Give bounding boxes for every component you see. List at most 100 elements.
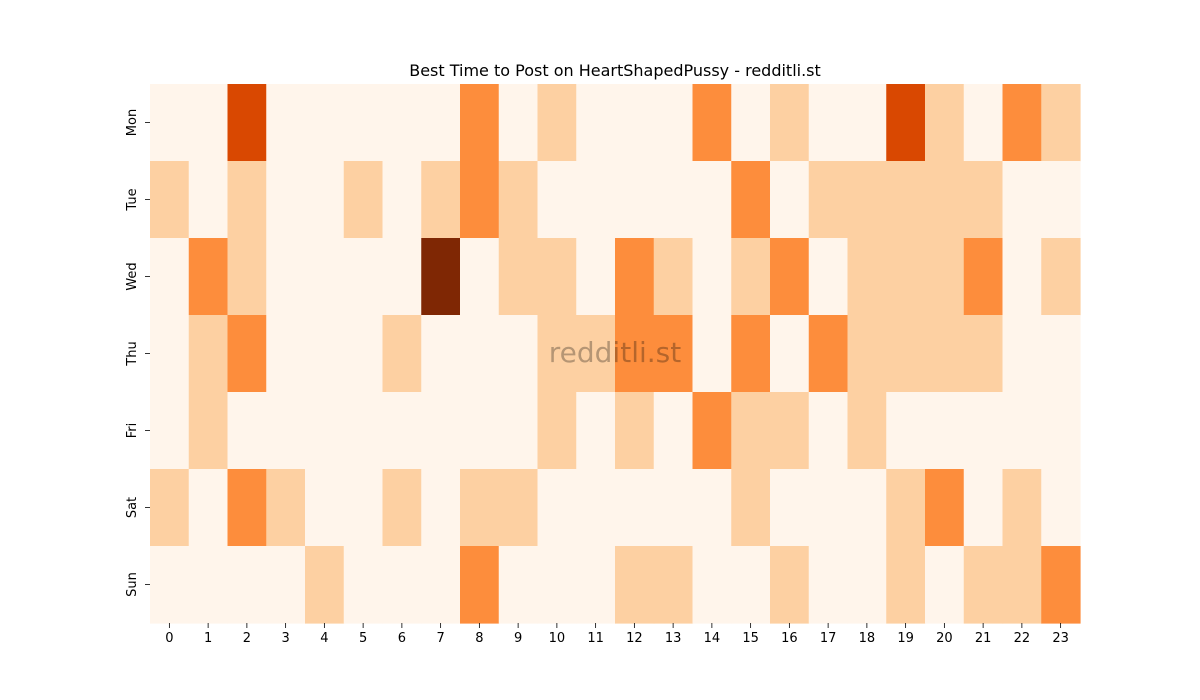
heatmap-cell [266, 315, 306, 393]
heatmap-cell [266, 84, 306, 162]
heatmap-cell [227, 238, 267, 316]
y-tick-label: Fri [125, 423, 140, 439]
x-tick-label: 21 [975, 631, 992, 646]
y-axis: Mon Tue Wed Thu Fri Sat Sun [125, 109, 150, 597]
heatmap-cell [227, 161, 267, 239]
heatmap-cell [421, 315, 461, 393]
heatmap-cell [770, 469, 810, 547]
heatmap-cell [1002, 238, 1042, 316]
heatmap-cell [227, 84, 267, 162]
x-tick-label: 12 [626, 631, 643, 646]
heatmap-cell [653, 392, 694, 470]
heatmap-cell [498, 84, 539, 162]
heatmap-cell [266, 469, 306, 547]
heatmap-cell [615, 392, 655, 470]
heatmap-cell [343, 469, 384, 547]
heatmap-cell [537, 469, 577, 547]
heatmap-cell [305, 161, 345, 239]
heatmap-cell [576, 392, 616, 470]
heatmap-cell [963, 161, 1004, 239]
heatmap-cell [421, 392, 461, 470]
x-tick-label: 11 [587, 631, 604, 646]
x-axis: 0 1 2 3 4 5 6 7 8 9 10 11 12 13 14 15 16 17 18 19 20 21 22 23 [165, 623, 1069, 646]
heatmap-cell [460, 315, 500, 393]
heatmap-cell [770, 238, 810, 316]
heatmap-cell [460, 238, 500, 316]
x-tick-label: 13 [665, 631, 682, 646]
x-tick-label: 19 [897, 631, 914, 646]
heatmap-cell [460, 161, 500, 239]
heatmap-cell [382, 84, 422, 162]
heatmap-cell [963, 392, 1004, 470]
heatmap-cell [343, 238, 384, 316]
heatmap-cell [886, 469, 926, 547]
x-tick-label: 6 [398, 631, 406, 646]
heatmap-cell [150, 161, 190, 239]
heatmap-cell [653, 84, 694, 162]
x-tick-label: 16 [781, 631, 798, 646]
x-tick-label: 20 [936, 631, 953, 646]
heatmap-cell [150, 84, 190, 162]
x-tick-label: 0 [165, 631, 173, 646]
heatmap-cell [1002, 315, 1042, 393]
heatmap-cell [653, 469, 694, 547]
heatmap-cell [770, 315, 810, 393]
heatmap-cell [305, 84, 345, 162]
heatmap-cell [615, 161, 655, 239]
heatmap-cell [847, 469, 887, 547]
chart-title: Best Time to Post on HeartShapedPussy - … [409, 61, 821, 80]
heatmap-cell [188, 469, 229, 547]
heatmap-cell [731, 238, 771, 316]
heatmap-cell [731, 546, 771, 624]
heatmap-cell [1002, 84, 1042, 162]
heatmap-cell [925, 392, 965, 470]
heatmap-cell [1041, 546, 1081, 624]
heatmap-cell [460, 469, 500, 547]
heatmap-cell [266, 392, 306, 470]
heatmap-cell [305, 546, 345, 624]
heatmap-cell [227, 392, 267, 470]
x-tick-label: 14 [704, 631, 721, 646]
heatmap-cell [382, 469, 422, 547]
heatmap-cell [227, 469, 267, 547]
heatmap-cell [1041, 392, 1081, 470]
heatmap-cell [615, 315, 655, 393]
heatmap-cell [382, 392, 422, 470]
heatmap-cell [343, 392, 384, 470]
heatmap-cell [963, 84, 1004, 162]
heatmap-cell [963, 546, 1004, 624]
y-tick-label: Thu [125, 341, 140, 366]
heatmap-cell [382, 161, 422, 239]
x-tick-label: 8 [475, 631, 483, 646]
heatmap-cell [770, 161, 810, 239]
heatmap-cell [576, 546, 616, 624]
heatmap-cell [537, 84, 577, 162]
heatmap-cell [227, 546, 267, 624]
heatmap-cell [925, 469, 965, 547]
heatmap-cell [886, 238, 926, 316]
heatmap-cell [925, 84, 965, 162]
heatmap-cell [498, 392, 539, 470]
heatmap-cell [576, 469, 616, 547]
x-tick-label: 2 [243, 631, 251, 646]
heatmap-cell [808, 238, 849, 316]
heatmap-cell [847, 546, 887, 624]
heatmap-cell [692, 84, 732, 162]
heatmap-cell [692, 546, 732, 624]
heatmap-cell [1041, 238, 1081, 316]
heatmap-cell [537, 315, 577, 393]
heatmap-cell [886, 546, 926, 624]
heatmap-cell [266, 546, 306, 624]
heatmap-cell [188, 546, 229, 624]
heatmap-cell [188, 315, 229, 393]
heatmap-cell [498, 161, 539, 239]
heatmap-cell [808, 392, 849, 470]
heatmap-cell [150, 392, 190, 470]
heatmap-cell [537, 392, 577, 470]
heatmap-cell [847, 161, 887, 239]
heatmap-cell [847, 392, 887, 470]
y-tick-label: Mon [125, 109, 140, 136]
heatmap-cell [188, 84, 229, 162]
